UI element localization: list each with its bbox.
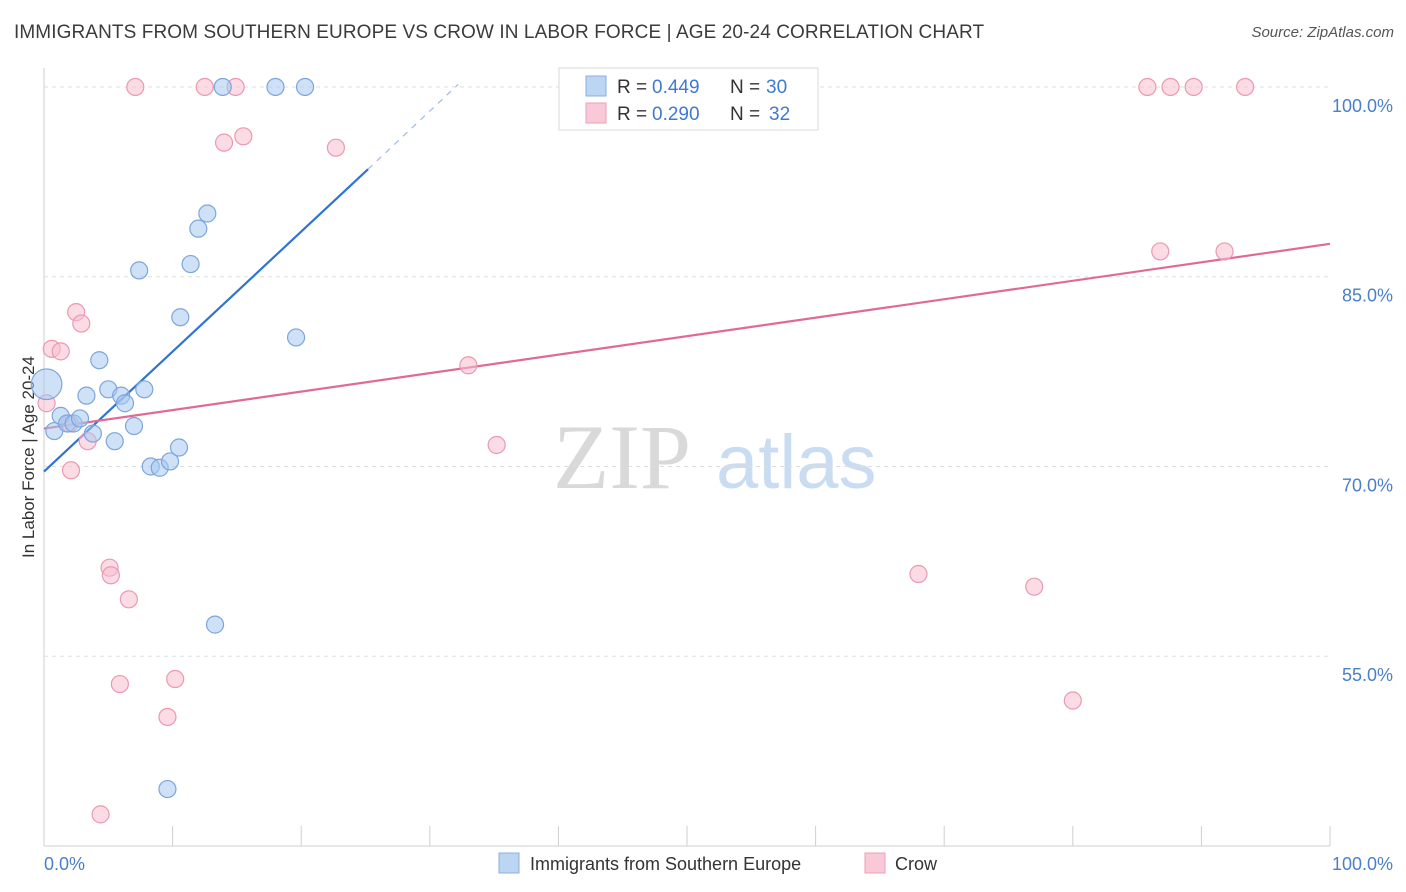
trend-extension-series-0 (368, 84, 458, 169)
legend-n-value-1: 30 (766, 77, 787, 98)
bottom-legend-label-southern-europe: Immigrants from Southern Europe (530, 854, 801, 874)
data-point-series-0 (136, 381, 153, 398)
data-point-series-0 (207, 616, 224, 633)
data-point-series-1 (327, 139, 344, 156)
data-point-series-0 (297, 78, 314, 95)
data-point-series-1 (120, 591, 137, 608)
legend-n-label-1: N = (730, 77, 760, 98)
data-point-series-0 (131, 262, 148, 279)
trend-line-series-1 (44, 244, 1330, 429)
y-tick-label: 70.0% (1342, 475, 1393, 495)
y-tick-label: 85.0% (1342, 286, 1393, 306)
data-point-series-1 (159, 708, 176, 725)
data-point-series-0 (159, 781, 176, 798)
bottom-legend-label-crow: Crow (895, 854, 938, 874)
series-legend: Immigrants from Southern Europe Crow (499, 853, 938, 874)
legend-r-value-1: 0.449 (652, 77, 700, 98)
data-point-series-1 (196, 78, 213, 95)
bottom-legend-swatch-crow (865, 853, 885, 873)
y-tick-label: 100.0% (1332, 96, 1393, 116)
data-point-series-0 (78, 387, 95, 404)
data-point-series-0 (72, 410, 89, 427)
data-point-series-1 (910, 566, 927, 583)
data-point-series-0 (117, 395, 134, 412)
data-point-series-1 (1185, 78, 1202, 95)
data-point-series-1 (235, 128, 252, 145)
data-point-series-1 (1026, 578, 1043, 595)
legend-swatch-southern-europe (586, 76, 606, 96)
data-point-series-1 (1139, 78, 1156, 95)
legend-r-value-2: 0.290 (652, 104, 700, 125)
data-point-series-0 (172, 309, 189, 326)
bottom-legend-swatch-southern-europe (499, 853, 519, 873)
data-point-series-0 (106, 433, 123, 450)
watermark-zip: ZIP (553, 406, 691, 508)
x-tick-label-left: 0.0% (44, 854, 85, 874)
data-point-series-1 (102, 567, 119, 584)
data-point-series-1 (92, 806, 109, 823)
legend-swatch-crow (586, 103, 606, 123)
data-point-series-1 (127, 78, 144, 95)
data-point-series-0 (182, 256, 199, 273)
data-point-series-0 (84, 425, 101, 442)
y-axis-tick-labels: 100.0% 85.0% 70.0% 55.0% (1332, 96, 1393, 685)
legend-r-label-1: R = (617, 77, 647, 98)
stats-legend: R = 0.449 N = 30 R = 0.290 N = 32 (559, 68, 818, 130)
data-point-series-0 (199, 205, 216, 222)
data-point-series-0 (31, 369, 62, 400)
data-point-series-1 (1064, 692, 1081, 709)
data-point-series-1 (63, 462, 80, 479)
data-point-series-0 (214, 78, 231, 95)
legend-n-value-2: 32 (769, 104, 790, 125)
x-tick-label-right: 100.0% (1332, 854, 1393, 874)
x-axis-ticks (44, 826, 1330, 846)
data-point-series-1 (1216, 243, 1233, 260)
legend-r-label-2: R = (617, 104, 647, 125)
data-point-series-1 (167, 671, 184, 688)
y-tick-label: 55.0% (1342, 665, 1393, 685)
watermark-atlas: atlas (716, 420, 877, 505)
data-point-series-1 (111, 676, 128, 693)
data-point-series-0 (288, 329, 305, 346)
data-point-series-1 (1152, 243, 1169, 260)
data-point-series-1 (73, 315, 90, 332)
data-point-series-1 (216, 134, 233, 151)
data-point-series-0 (190, 220, 207, 237)
data-point-series-0 (267, 78, 284, 95)
legend-n-label-2: N = (730, 104, 760, 125)
data-point-series-1 (1162, 78, 1179, 95)
data-point-series-0 (91, 352, 108, 369)
data-point-series-1 (460, 357, 477, 374)
grid-lines (44, 87, 1330, 656)
scatter-chart: ZIP atlas 100.0% 85.0% 70.0% 55.0% 0.0% 100… (0, 0, 1406, 892)
data-point-series-1 (52, 343, 69, 360)
data-point-series-0 (171, 439, 188, 456)
data-point-series-1 (1237, 78, 1254, 95)
watermark: ZIP atlas (553, 406, 877, 508)
data-point-series-0 (126, 418, 143, 435)
data-point-series-1 (488, 436, 505, 453)
